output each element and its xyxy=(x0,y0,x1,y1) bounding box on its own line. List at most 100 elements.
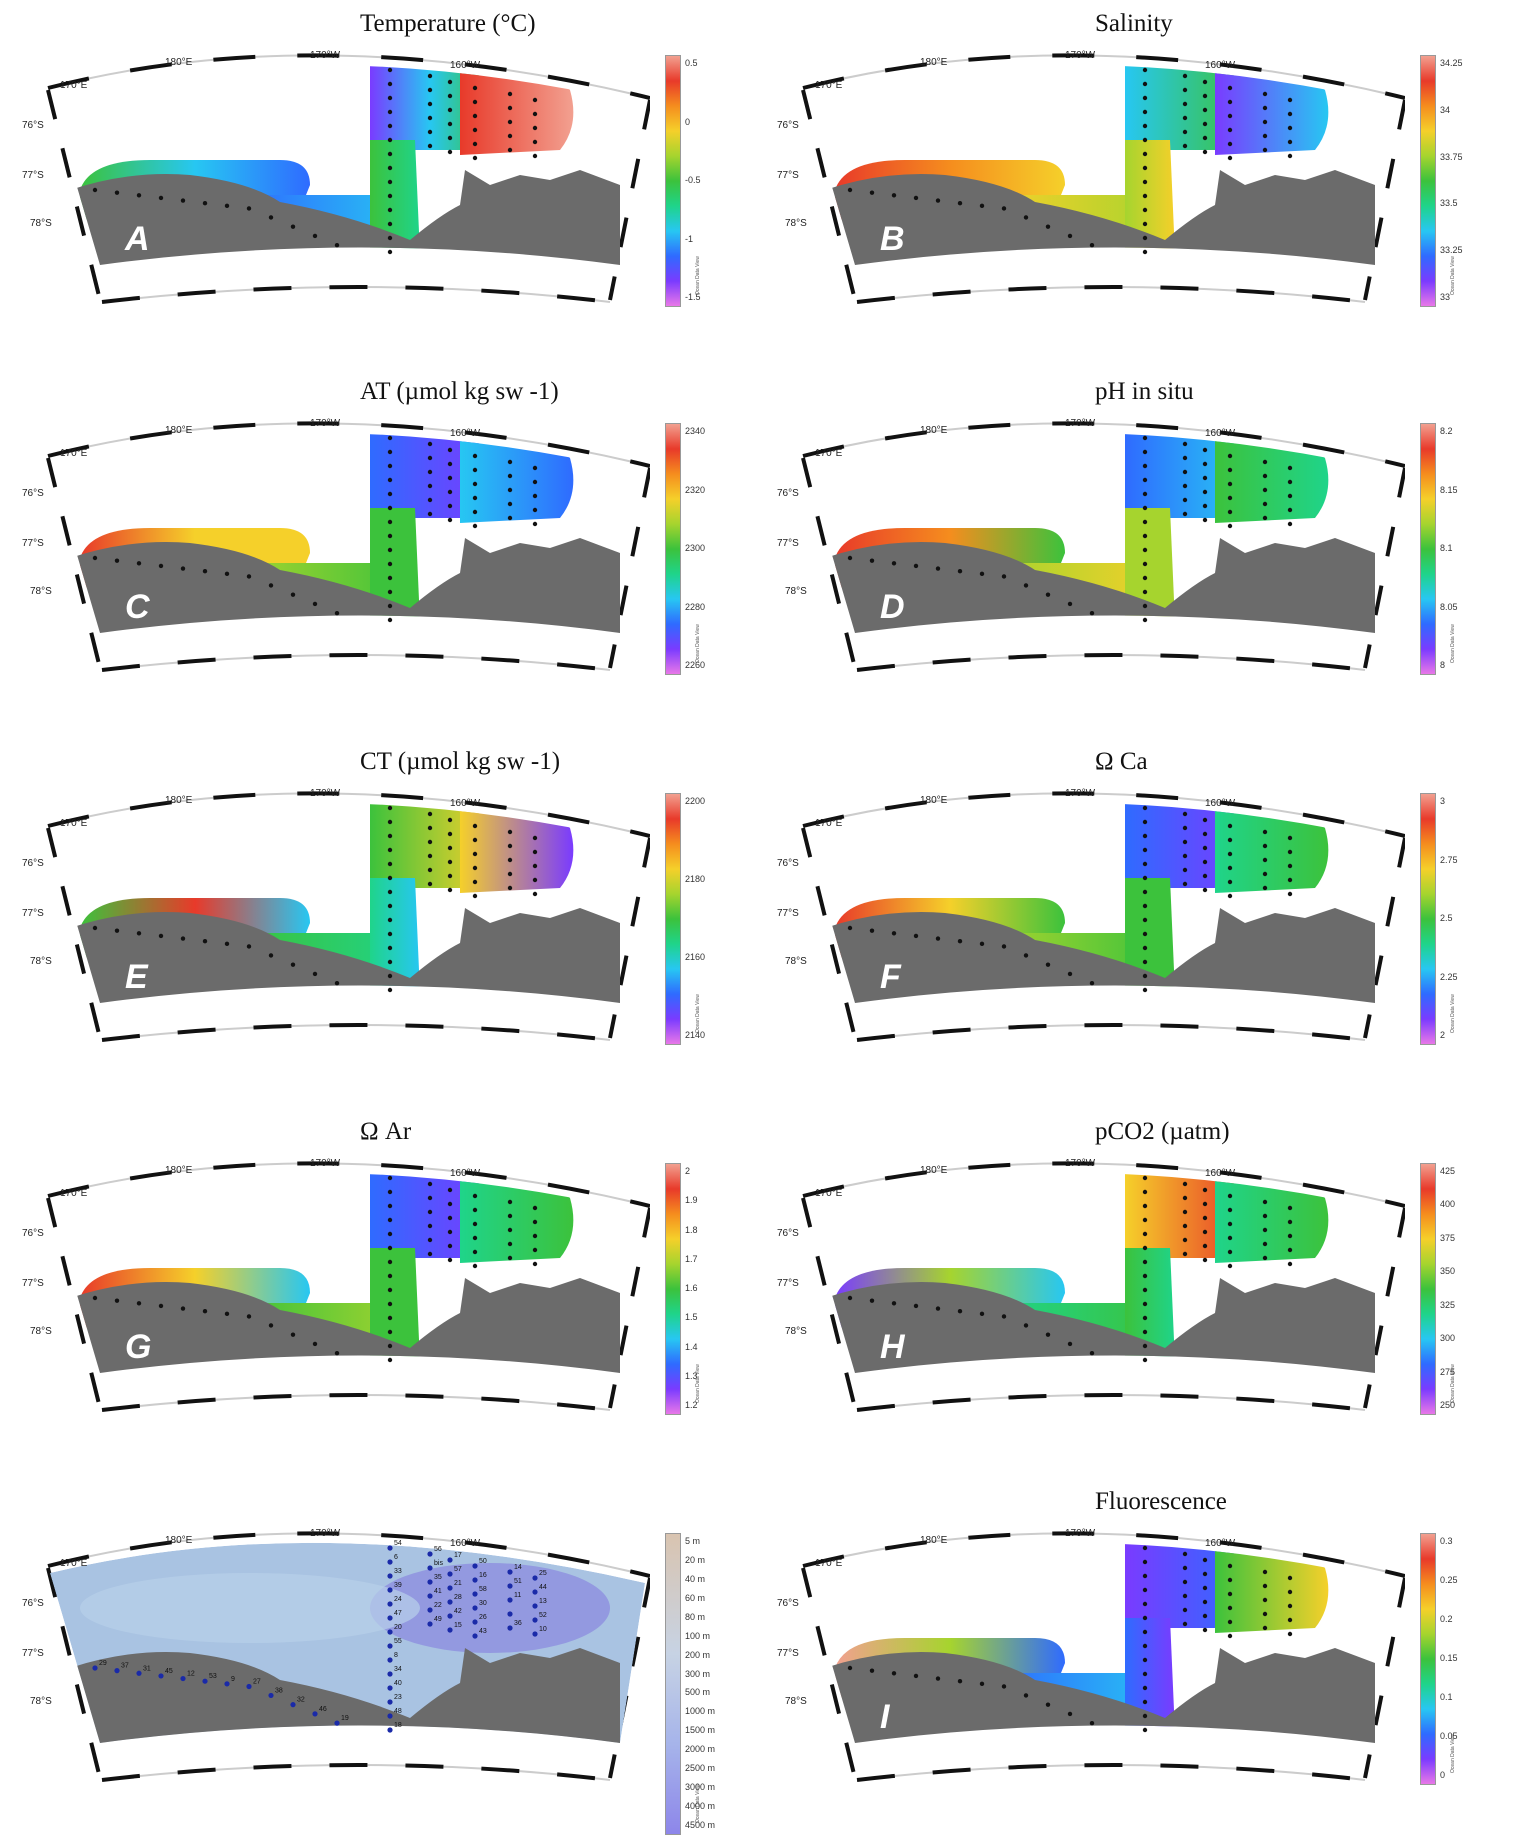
lon-label: 170°E xyxy=(815,80,843,91)
station-dot xyxy=(1202,79,1208,85)
station-label: 9 xyxy=(231,1676,235,1683)
station-dot xyxy=(532,139,538,145)
station-dot xyxy=(387,533,393,539)
colorbar-tick: -1 xyxy=(685,233,694,244)
station-dot xyxy=(387,151,393,157)
station-dot xyxy=(427,1565,433,1571)
station-label: 56 xyxy=(434,1546,442,1553)
station-dot xyxy=(472,879,478,885)
station-dot xyxy=(387,165,393,171)
station-dot xyxy=(1202,135,1208,141)
station-dot xyxy=(387,235,393,241)
station-dot xyxy=(387,95,393,101)
station-dot xyxy=(1202,149,1208,155)
station-dot xyxy=(427,497,433,503)
data-region-east-bottom xyxy=(370,508,420,623)
panel-ph: 170°E 180°E 170°W 160°W 76°S 77°S 78°S pH in si… xyxy=(775,378,1535,738)
lat-label: 77°S xyxy=(777,1278,799,1289)
colorbar-tick: 20 m xyxy=(685,1554,706,1565)
lon-label: 170°W xyxy=(1065,788,1096,799)
station-dot xyxy=(387,875,393,881)
antarctic-land xyxy=(70,538,620,634)
station-dot xyxy=(447,1585,453,1591)
station-dot xyxy=(1142,95,1148,101)
station-label: 6 xyxy=(394,1554,398,1561)
station-dot xyxy=(472,823,478,829)
antarctic-land xyxy=(825,908,1375,1004)
station-dot xyxy=(427,441,433,447)
station-dot xyxy=(1182,115,1188,121)
colorbar-tick: 0.5 xyxy=(685,58,698,68)
station-dot xyxy=(507,105,513,111)
station-dot xyxy=(1001,1314,1007,1319)
map-frame xyxy=(801,1161,1405,1412)
station-dot xyxy=(1142,463,1148,469)
station-dot xyxy=(158,1303,164,1309)
station-dot xyxy=(1262,487,1268,493)
colorbar-tick: 33 xyxy=(1440,292,1451,302)
station-dot xyxy=(1142,1273,1148,1279)
station-dot xyxy=(1142,987,1148,993)
station-dot xyxy=(913,195,919,201)
lat-label: 77°S xyxy=(22,908,44,919)
station-dot xyxy=(1142,519,1148,525)
station-dot xyxy=(1202,887,1208,893)
station-dot xyxy=(427,839,433,845)
station-dot xyxy=(1142,903,1148,909)
colorbar-tick: 3 xyxy=(1440,796,1446,806)
station-dot xyxy=(268,1323,274,1328)
station-dot xyxy=(387,123,393,129)
station-dot xyxy=(1142,1287,1148,1293)
colorbar-tick: 0.15 xyxy=(1440,1653,1458,1663)
station-dot xyxy=(1227,495,1233,501)
station-dot xyxy=(1262,1255,1268,1261)
station-dot xyxy=(1287,891,1293,897)
station-dot xyxy=(507,1241,513,1247)
station-dot xyxy=(1202,1243,1208,1249)
panel-letter: C xyxy=(125,588,150,626)
station-dot xyxy=(387,1231,393,1237)
colorbar-tick: 325 xyxy=(1440,1299,1456,1310)
station-dot xyxy=(1287,877,1293,883)
station-dot xyxy=(387,1343,393,1349)
station-markers xyxy=(847,805,1293,993)
station-dot xyxy=(1142,1259,1148,1265)
station-dot xyxy=(1202,461,1208,467)
lat-label: 77°S xyxy=(22,170,44,181)
station-dot xyxy=(532,1233,538,1239)
station-dot xyxy=(532,111,538,117)
station-label: 44 xyxy=(539,1584,547,1591)
lon-label: 170°E xyxy=(815,1558,843,1569)
deep-basin xyxy=(370,1563,610,1653)
station-dot xyxy=(387,1273,393,1279)
lon-label: 160°W xyxy=(450,428,481,439)
colorbar-tick: 2.25 xyxy=(1440,971,1458,982)
station-dot xyxy=(1262,473,1268,479)
station-dot xyxy=(1142,1245,1148,1251)
colorbar-tick: 4500 m xyxy=(685,1820,716,1830)
station-dot xyxy=(1262,871,1268,877)
station-dot xyxy=(1202,1215,1208,1221)
colorbar-tick: 1.2 xyxy=(685,1400,698,1410)
station-dot xyxy=(1262,91,1268,97)
station-dot xyxy=(387,1545,393,1551)
station-label: 16 xyxy=(479,1572,487,1579)
station-dot xyxy=(387,1189,393,1195)
station-dot xyxy=(979,1681,985,1687)
lon-label: 160°W xyxy=(1205,798,1236,809)
station-dot xyxy=(1227,453,1233,459)
panel-temperature: 170°E 180°E 170°W 160°W 76°S 77°S 78°S Temperat… xyxy=(20,10,780,370)
colorbar-tick: 2.75 xyxy=(1440,854,1458,865)
data-region-far-east xyxy=(460,1178,574,1263)
station-dot xyxy=(1142,575,1148,581)
station-dot xyxy=(1287,125,1293,131)
lon-label: 180°E xyxy=(920,425,948,436)
station-dot xyxy=(532,1219,538,1225)
station-label: 45 xyxy=(165,1668,173,1675)
station-dot xyxy=(532,479,538,485)
station-dot xyxy=(472,893,478,899)
station-label: 37 xyxy=(121,1663,129,1670)
panel-title: Temperature (°C) xyxy=(360,10,536,37)
station-label: 43 xyxy=(479,1628,487,1635)
colorbar-tick: 60 m xyxy=(685,1592,706,1603)
